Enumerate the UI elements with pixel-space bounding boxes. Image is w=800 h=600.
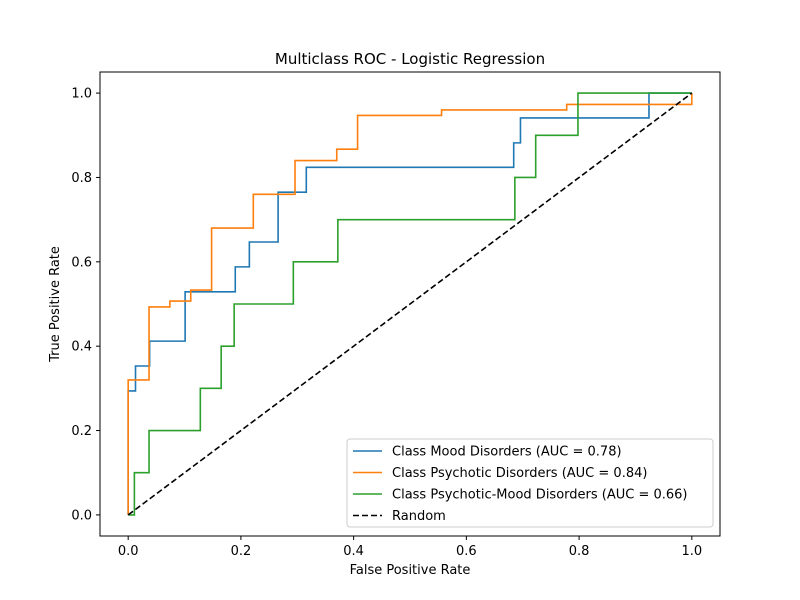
y-tick-label: 0.8 bbox=[71, 171, 92, 186]
y-tick-label: 0.2 bbox=[71, 424, 92, 439]
series-layer bbox=[127, 92, 693, 516]
y-tick-label: 0.6 bbox=[71, 255, 92, 270]
legend-box bbox=[346, 438, 714, 528]
legend-label-4: Random bbox=[392, 509, 446, 524]
x-tick-label: 0.6 bbox=[456, 544, 477, 559]
legend: Class Mood Disorders (AUC = 0.78) Class P… bbox=[346, 438, 714, 528]
series-line-4 bbox=[127, 92, 693, 516]
x-tick-label: 0.2 bbox=[231, 544, 252, 559]
x-tick-label: 0.0 bbox=[118, 544, 139, 559]
plot-frame bbox=[99, 71, 721, 537]
legend-label-1: Class Mood Disorders (AUC = 0.78) bbox=[392, 445, 622, 460]
y-tick-label: 1.0 bbox=[71, 87, 92, 102]
y-tick-label: 0.0 bbox=[71, 508, 92, 523]
y-axis-ticks: 0.0 0.2 0.4 0.6 0.8 1.0 bbox=[71, 87, 100, 523]
series-line-2 bbox=[127, 93, 693, 515]
series-line-3 bbox=[128, 92, 692, 516]
legend-label-3: Class Psychotic-Mood Disorders (AUC = 0.… bbox=[392, 488, 688, 503]
x-tick-label: 1.0 bbox=[681, 544, 702, 559]
y-axis-label: True Positive Rate bbox=[48, 246, 63, 363]
y-tick-label: 0.4 bbox=[71, 340, 92, 355]
series-line-1 bbox=[127, 92, 692, 515]
x-axis-ticks: 0.0 0.2 0.4 0.6 0.8 1.0 bbox=[118, 536, 702, 559]
chart-title: Multiclass ROC - Logistic Regression bbox=[275, 50, 545, 68]
x-axis-label: False Positive Rate bbox=[350, 563, 471, 578]
x-tick-label: 0.4 bbox=[343, 544, 364, 559]
legend-label-2: Class Psychotic Disorders (AUC = 0.84) bbox=[392, 466, 647, 481]
x-tick-label: 0.8 bbox=[569, 544, 590, 559]
